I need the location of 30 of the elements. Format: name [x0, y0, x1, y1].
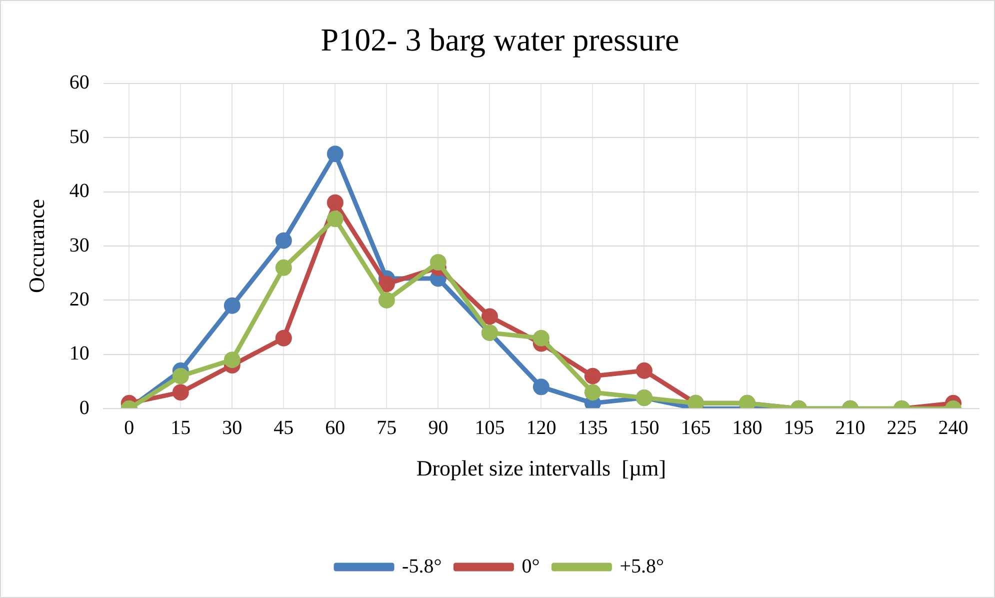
- legend-label: 0°: [522, 555, 540, 578]
- x-tick-label: 240: [938, 416, 968, 439]
- x-tick-label: 105: [474, 416, 505, 439]
- x-tick-label: 30: [222, 416, 242, 439]
- chart-title: P102- 3 barg water pressure: [320, 22, 680, 58]
- y-tick-label: 60: [69, 72, 90, 94]
- y-tick-label: 10: [69, 342, 90, 365]
- x-tick-label: 90: [428, 416, 448, 439]
- legend-label: +5.8°: [620, 555, 664, 578]
- y-tick-label: 50: [69, 126, 90, 148]
- x-tick-label: 75: [376, 416, 397, 439]
- x-tick-label: 0: [124, 416, 134, 439]
- x-tick-label: 180: [732, 416, 762, 439]
- x-tick-label: 45: [274, 416, 294, 439]
- y-tick-label: 20: [69, 288, 90, 310]
- x-tick-label: 60: [325, 416, 346, 439]
- y-tick-label: 0: [79, 396, 90, 419]
- x-tick-label: 210: [835, 416, 866, 439]
- x-tick-label: 195: [784, 416, 814, 439]
- x-tick-label: 165: [680, 416, 711, 439]
- x-tick-label: 15: [170, 416, 191, 439]
- x-tick-label: 135: [578, 416, 608, 439]
- y-axis-title: Occurance: [24, 198, 49, 294]
- y-tick-label: 30: [69, 234, 90, 256]
- x-tick-label: 225: [886, 416, 917, 439]
- x-tick-label: 120: [526, 416, 556, 439]
- x-axis-title: Droplet size intervalls [µm]: [416, 456, 666, 481]
- y-tick-label: 40: [69, 180, 90, 202]
- legend-label: -5.8°: [402, 555, 442, 578]
- x-tick-label: 150: [629, 416, 660, 439]
